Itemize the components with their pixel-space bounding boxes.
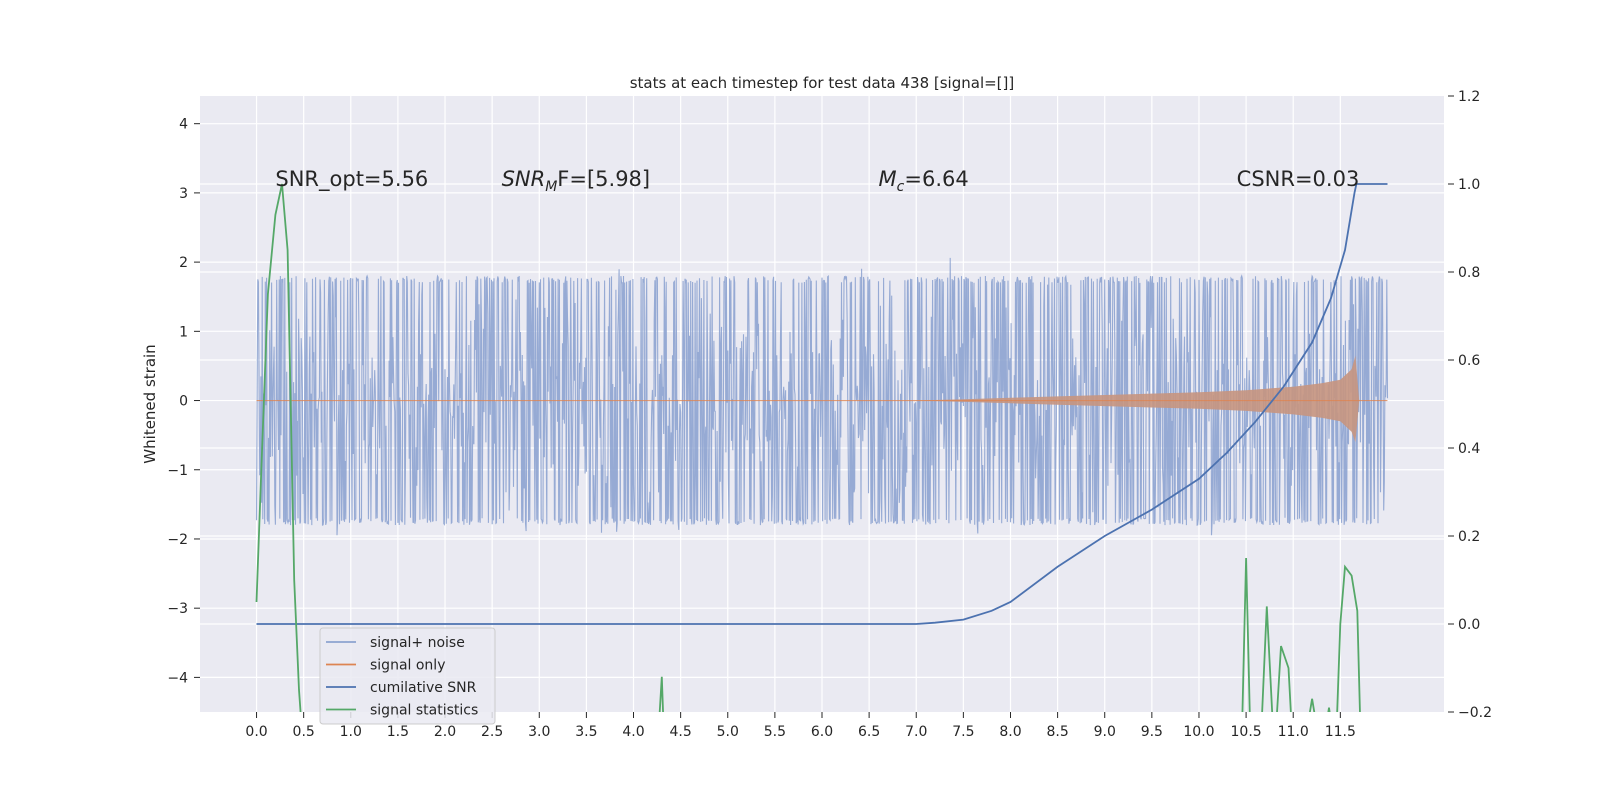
- legend-label: signal+ noise: [370, 635, 465, 651]
- y2-tick-label: 1.0: [1458, 177, 1480, 193]
- y2-tick-label: 0.8: [1458, 265, 1480, 281]
- legend: signal+ noise signal only cumilative SNR si…: [319, 627, 496, 725]
- y-tick-label: 1: [179, 324, 188, 340]
- x-tick-label: 6.5: [858, 724, 880, 740]
- y2-tick-label: 1.2: [1458, 89, 1480, 105]
- x-tick-label: 2.5: [481, 724, 503, 740]
- legend-label: signal statistics: [370, 703, 478, 719]
- y-tick-label: 0: [179, 394, 188, 410]
- annotations: SNR_opt=5.56 SNRMF=[5.98] Mc=6.64 CSNR=0.03: [275, 167, 1359, 195]
- x-tick-label: 7.5: [952, 724, 974, 740]
- y-tick-label: −2: [167, 532, 188, 548]
- y-tick-label: 3: [179, 186, 188, 202]
- annotation: Mc=6.64: [879, 167, 969, 195]
- y-tick-label: −1: [167, 463, 188, 479]
- annotation: SNRMF=[5.98]: [502, 167, 651, 195]
- x-tick-label: 8.5: [1046, 724, 1068, 740]
- x-tick-label: 3.0: [528, 724, 550, 740]
- x-tick-label: 2.0: [434, 724, 456, 740]
- y2-tick-label: −0.2: [1458, 705, 1492, 721]
- x-tick-label: 3.5: [575, 724, 597, 740]
- x-tick-label: 6.0: [811, 724, 833, 740]
- x-tick-label: 9.5: [1141, 724, 1163, 740]
- chart-title: stats at each timestep for test data 438…: [630, 74, 1015, 92]
- y2-tick-label: 0.0: [1458, 617, 1480, 633]
- y-tick-label: −4: [167, 670, 188, 686]
- x-tick-label: 1.5: [387, 724, 409, 740]
- legend-label: cumilative SNR: [370, 680, 477, 696]
- x-tick-label: 10.5: [1231, 724, 1262, 740]
- y2-tick-label: 0.4: [1458, 441, 1480, 457]
- annotation: CSNR=0.03: [1237, 167, 1360, 191]
- x-tick-label: 8.0: [999, 724, 1021, 740]
- y2-tick-label: 0.6: [1458, 353, 1480, 369]
- legend-label: signal only: [370, 658, 445, 674]
- series-cumulative-snr: [256, 183, 1388, 625]
- series-signal-only-envelope: [256, 355, 1388, 443]
- x-tick-label: 4.5: [670, 724, 692, 740]
- y-axis-label: Whitened strain: [141, 344, 159, 463]
- x-tick-label: 10.0: [1183, 724, 1214, 740]
- plot-area: [255, 183, 1389, 712]
- x-tick-label: 5.5: [764, 724, 786, 740]
- annotation: SNR_opt=5.56: [275, 167, 428, 192]
- x-tick-label: 0.5: [293, 724, 315, 740]
- x-tick-label: 4.0: [622, 724, 644, 740]
- y2-tick-label: 0.2: [1458, 529, 1480, 545]
- x-tick-label: 9.0: [1094, 724, 1116, 740]
- y-tick-label: 4: [179, 117, 188, 133]
- series-signal-statistics: [255, 183, 1361, 712]
- y-tick-label: 2: [179, 255, 188, 271]
- x-tick-label: 11.0: [1278, 724, 1309, 740]
- x-axis: 0.0 0.5 1.0 1.5 2.0 2.5 3.0 3.5 4.0 4.5 5.0 5.5 6.0 6…: [245, 712, 1356, 740]
- y-tick-label: −3: [167, 601, 188, 617]
- y-axis-left: −4 −3 −2 −1 0 1 2 3 4: [167, 117, 200, 686]
- x-tick-label: 7.0: [905, 724, 927, 740]
- x-tick-label: 5.0: [717, 724, 739, 740]
- x-tick-label: 0.0: [245, 724, 267, 740]
- x-tick-label: 1.0: [340, 724, 362, 740]
- legend-box: [319, 627, 496, 725]
- x-tick-label: 11.5: [1325, 724, 1356, 740]
- series-signal-noise: [255, 257, 1389, 536]
- y-axis-right: −0.2 0.0 0.2 0.4 0.6 0.8 1.0 1.2: [1448, 89, 1492, 721]
